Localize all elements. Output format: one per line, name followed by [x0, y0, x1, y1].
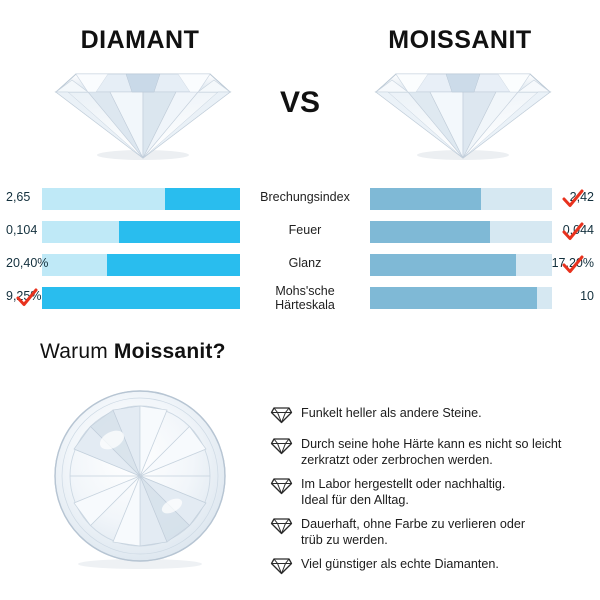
benefit-line: Viel günstiger als echte Diamanten.: [301, 557, 499, 571]
benefit-line: Funkelt heller als andere Steine.: [301, 406, 482, 420]
benefit-text: Im Labor hergestellt oder nachhaltig. Id…: [301, 477, 590, 508]
metric-label-3: Glanz: [288, 256, 322, 270]
comparison-header: DIAMANT MOISSANIT: [0, 0, 600, 175]
diamond-bar-track-2: [42, 221, 240, 243]
benefits-list: Funkelt heller als andere Steine. Durch …: [270, 406, 590, 588]
metric-label-4: Mohs'sche Härteskala: [244, 284, 366, 312]
benefit-item: Dauerhaft, ohne Farbe zu verlieren oder …: [270, 517, 590, 548]
winner-check-icon-4: [16, 287, 38, 309]
moissanite-top-image: [42, 388, 238, 570]
diamond-bar-fill-4: [42, 287, 240, 309]
winner-check-icon-3: [562, 254, 584, 276]
benefit-line: Im Labor hergestellt oder nachhaltig.: [301, 477, 506, 491]
diamond-bullet-icon: [270, 406, 293, 424]
diamond-bullet-icon: [270, 437, 293, 455]
benefit-line: zerkratzt oder zerbrochen werden.: [301, 452, 493, 467]
moissanite-bar-track-3: [370, 254, 552, 276]
diamond-bullet-icon: [270, 517, 293, 535]
moissanite-bar-track-2: [370, 221, 552, 243]
benefit-text: Dauerhaft, ohne Farbe zu verlieren oder …: [301, 517, 590, 548]
benefit-line: Durch seine hohe Härte kann es nicht so …: [301, 437, 562, 451]
benefit-item: Funkelt heller als andere Steine.: [270, 406, 590, 428]
diamond-bar-fill-3: [107, 254, 240, 276]
moissanite-value-1: 2,65: [6, 190, 31, 204]
moissanite-value-3: 20,40%: [6, 256, 49, 270]
moissanite-title: MOISSANIT: [388, 26, 532, 54]
diamond-value-4: 10: [580, 289, 594, 303]
moissanite-bar-fill-4: [370, 287, 538, 309]
chart-row-mohs: 10 Mohs'sche Härteskala 9,25%: [0, 284, 600, 321]
moissanite-bar-fill-2: [370, 221, 491, 243]
benefit-text: Viel günstiger als echte Diamanten.: [301, 557, 590, 573]
metric-label-1: Brechungsindex: [260, 190, 350, 204]
moissanite-value-2: 0,104: [6, 223, 38, 237]
metric-label-4-line2: Härteskala: [275, 298, 335, 312]
benefit-item: Viel günstiger als echte Diamanten.: [270, 557, 590, 579]
benefit-line: trüb zu werden.: [301, 532, 388, 547]
diamond-side-image: [48, 62, 238, 162]
benefit-text: Funkelt heller als andere Steine.: [301, 406, 590, 422]
diamond-value-3: 17,20%: [551, 256, 594, 270]
metric-label-4-line1: Mohs'sche: [275, 284, 335, 298]
diamond-bar-track-1: [42, 188, 240, 210]
diamond-bar-fill-1: [164, 188, 240, 210]
diamond-bar-track-3: [42, 254, 240, 276]
diamond-bullet-icon: [270, 477, 293, 495]
chart-row-feuer: 0,044 Feuer 0,104: [0, 219, 600, 252]
winner-check-icon-1: [562, 188, 584, 210]
moissanite-bar-fill-1: [370, 188, 482, 210]
moissanite-bar-track-4: [370, 287, 552, 309]
diamond-title: DIAMANT: [80, 26, 200, 54]
metric-label-2: Feuer: [288, 223, 322, 237]
benefit-line: Ideal für den Alltag.: [301, 492, 409, 507]
moissanite-bar-fill-3: [370, 254, 516, 276]
why-heading-prefix: Warum: [40, 340, 114, 363]
benefit-item: Im Labor hergestellt oder nachhaltig. Id…: [270, 477, 590, 508]
moissanite-bar-track-1: [370, 188, 552, 210]
comparison-chart: 2,42 Brechungsindex 2,65 0,044 Feuer 0,1…: [0, 186, 600, 321]
diamond-bar-track-4: [42, 287, 240, 309]
winner-check-icon-2: [562, 221, 584, 243]
diamond-bar-fill-2: [119, 221, 240, 243]
why-heading-emphasis: Moissanit?: [113, 340, 226, 363]
moissanite-side-image: [368, 62, 558, 162]
chart-row-glanz: 17,20% Glanz 20,40%: [0, 252, 600, 285]
benefit-line: Dauerhaft, ohne Farbe zu verlieren oder: [301, 517, 526, 531]
benefit-text: Durch seine hohe Härte kann es nicht so …: [301, 437, 590, 468]
chart-row-brechungsindex: 2,42 Brechungsindex 2,65: [0, 186, 600, 219]
vs-label: VS: [279, 86, 321, 119]
benefit-item: Durch seine hohe Härte kann es nicht so …: [270, 437, 590, 468]
diamond-bullet-icon: [270, 557, 293, 575]
why-heading: Warum Moissanit?: [40, 340, 226, 364]
